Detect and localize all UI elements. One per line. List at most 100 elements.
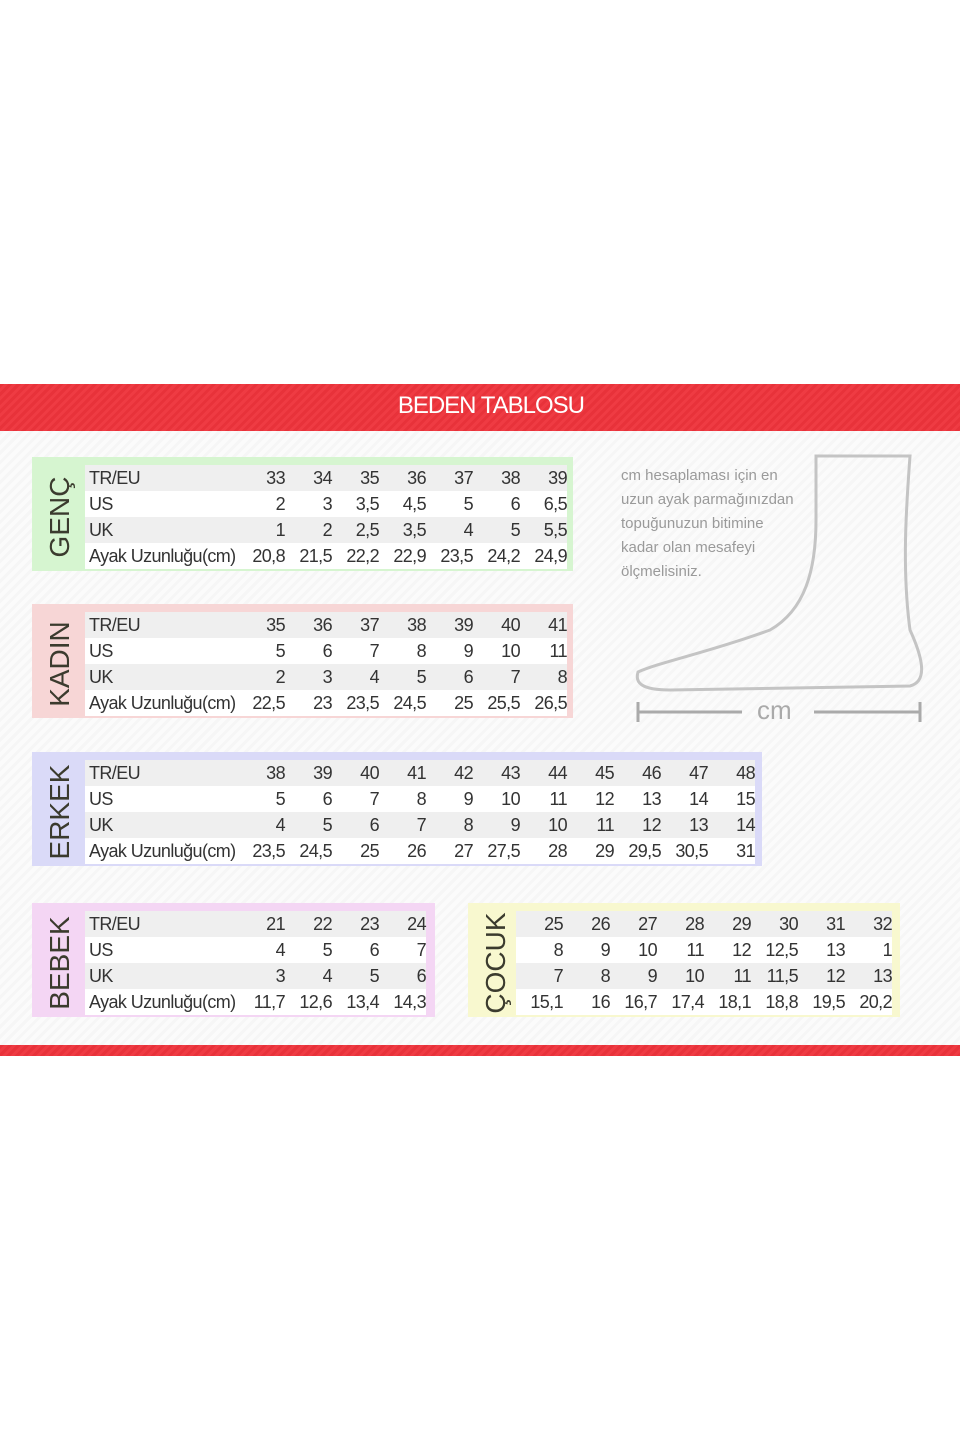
foot-outline-icon bbox=[635, 454, 924, 722]
row-label: US bbox=[89, 939, 113, 960]
category-label: ÇOCUK bbox=[471, 906, 521, 1020]
row-label: Ayak Uzunluğu(cm) bbox=[89, 991, 236, 1012]
table-cell: 11 bbox=[549, 788, 568, 809]
table-cell: 24 bbox=[407, 913, 426, 934]
table-cell: 9 bbox=[600, 939, 611, 960]
row-label: Ayak Uzunluğu(cm) bbox=[89, 545, 236, 566]
table-cell: 42 bbox=[454, 762, 473, 783]
size-table: TR/EU 38 39 40 41 42 43 44 45 46 47 48 US 5 6 7 8 9 10 11 12… bbox=[85, 760, 756, 864]
table-cell: 3 bbox=[322, 666, 333, 687]
table-cell: 7 bbox=[369, 788, 380, 809]
table-cell: 39 bbox=[313, 762, 332, 783]
table-cell: 22,5 bbox=[252, 692, 285, 713]
table-cell: 29 bbox=[732, 913, 751, 934]
table-cell: 3,5 bbox=[402, 519, 427, 540]
table-cell: 22,9 bbox=[393, 545, 426, 566]
note-line: ölçmelisiniz. bbox=[621, 563, 702, 580]
table-cell: 6,5 bbox=[543, 493, 568, 514]
table-cell: 13 bbox=[826, 939, 845, 960]
table-cell: 15 bbox=[736, 788, 755, 809]
table-cell: 21 bbox=[266, 913, 285, 934]
table-cell: 38 bbox=[266, 762, 285, 783]
table-cell: 23,5 bbox=[440, 545, 473, 566]
table-cell: 30,5 bbox=[675, 840, 708, 861]
table-cell: 10 bbox=[501, 640, 520, 661]
table-cell: 9 bbox=[647, 965, 658, 986]
table-cell: 11 bbox=[549, 640, 568, 661]
table-cell: 16 bbox=[591, 991, 610, 1012]
table-cell: 12,6 bbox=[299, 991, 332, 1012]
size-table-cocuk: ÇOCUK 25 26 27 28 29 30 31 32 8 9 10 11 12 12,5 13 1 7 8 9 1… bbox=[468, 903, 900, 1017]
table-cell: 4 bbox=[275, 814, 286, 835]
table-cell: 11,7 bbox=[253, 991, 286, 1012]
table-row: TR/EU 38 39 40 41 42 43 44 45 46 47 48 bbox=[85, 760, 756, 786]
table-cell: 8 bbox=[416, 788, 427, 809]
table-row: UK 4 5 6 7 8 9 10 11 12 13 14 bbox=[85, 812, 756, 838]
table-cell: 41 bbox=[407, 762, 426, 783]
table-cell: 19,5 bbox=[812, 991, 845, 1012]
row-label: TR/EU bbox=[89, 913, 141, 934]
table-cell: 4 bbox=[275, 939, 286, 960]
table-cell: 13 bbox=[689, 814, 708, 835]
table-cell: 37 bbox=[454, 467, 473, 488]
row-label: UK bbox=[89, 519, 113, 540]
table-row: 25 26 27 28 29 30 31 32 bbox=[516, 911, 893, 937]
table-row: TR/EU 21 22 23 24 bbox=[85, 911, 427, 937]
measurement-note: cm hesaplaması için en uzun ayak parmağı… bbox=[621, 464, 794, 584]
table-cell: 1 bbox=[882, 939, 893, 960]
table-cell: 7 bbox=[369, 640, 380, 661]
table-cell: 32 bbox=[873, 913, 892, 934]
table-cell: 2 bbox=[275, 493, 286, 514]
table-cell: 26 bbox=[407, 840, 426, 861]
size-table: 25 26 27 28 29 30 31 32 8 9 10 11 12 12,5 13 1 7 8 9 10 11 11… bbox=[516, 911, 893, 1015]
table-cell: 7 bbox=[416, 939, 427, 960]
table-cell: 30 bbox=[779, 913, 798, 934]
table-row: US 5 6 7 8 9 10 11 12 13 14 15 bbox=[85, 786, 756, 812]
table-cell: 29,5 bbox=[628, 840, 661, 861]
size-table: TR/EU 33 34 35 36 37 38 39 US 2 3 3,5 4,5 5 6 6,5 UK 1 2 2,… bbox=[85, 465, 568, 569]
measure-unit-label: cm bbox=[757, 695, 792, 725]
table-cell: 36 bbox=[313, 614, 332, 635]
row-label: US bbox=[89, 788, 113, 809]
table-cell: 10 bbox=[685, 965, 704, 986]
table-cell: 35 bbox=[360, 467, 379, 488]
row-label: UK bbox=[89, 666, 113, 687]
table-cell: 14,3 bbox=[393, 991, 426, 1012]
table-cell: 4 bbox=[322, 965, 333, 986]
table-row: 7 8 9 10 11 11,5 12 13 bbox=[516, 963, 893, 989]
table-cell: 41 bbox=[548, 614, 567, 635]
table-cell: 38 bbox=[407, 614, 426, 635]
category-label-text: KADIN bbox=[44, 621, 75, 707]
table-cell: 35 bbox=[266, 614, 285, 635]
table-cell: 2,5 bbox=[355, 519, 380, 540]
category-label-text: GENÇ bbox=[44, 476, 75, 558]
table-row: 8 9 10 11 12 12,5 13 1 bbox=[516, 937, 893, 963]
table-cell: 5,5 bbox=[543, 519, 568, 540]
table-cell: 5 bbox=[275, 788, 286, 809]
size-table: TR/EU 21 22 23 24 US 4 5 6 7 UK 3 4 5 6 Ayak Uzunluğu(c… bbox=[85, 911, 427, 1015]
table-cell: 11,5 bbox=[766, 965, 799, 986]
table-cell: 25 bbox=[544, 913, 563, 934]
size-table: TR/EU 35 36 37 38 39 40 41 US 5 6 7 8 9 10 11 UK 2 3 4 5 6 7 8 A… bbox=[85, 612, 568, 716]
table-cell: 25,5 bbox=[487, 692, 520, 713]
table-cell: 22 bbox=[313, 913, 332, 934]
row-label: Ayak Uzunluğu(cm) bbox=[89, 840, 236, 861]
table-cell: 7 bbox=[553, 965, 564, 986]
table-cell: 34 bbox=[313, 467, 332, 488]
category-label: ERKEK bbox=[35, 755, 85, 869]
table-cell: 31 bbox=[736, 840, 755, 861]
table-cell: 48 bbox=[736, 762, 755, 783]
table-cell: 9 bbox=[510, 814, 521, 835]
table-cell: 12 bbox=[732, 939, 751, 960]
table-cell: 5 bbox=[416, 666, 427, 687]
table-cell: 7 bbox=[510, 666, 521, 687]
table-cell: 23 bbox=[313, 692, 332, 713]
table-cell: 10 bbox=[638, 939, 657, 960]
table-cell: 8 bbox=[463, 814, 474, 835]
table-cell: 5 bbox=[369, 965, 380, 986]
table-cell: 11 bbox=[686, 939, 705, 960]
table-cell: 6 bbox=[463, 666, 474, 687]
table-cell: 21,5 bbox=[299, 545, 332, 566]
table-row: TR/EU 33 34 35 36 37 38 39 bbox=[85, 465, 568, 491]
table-cell: 36 bbox=[407, 467, 426, 488]
